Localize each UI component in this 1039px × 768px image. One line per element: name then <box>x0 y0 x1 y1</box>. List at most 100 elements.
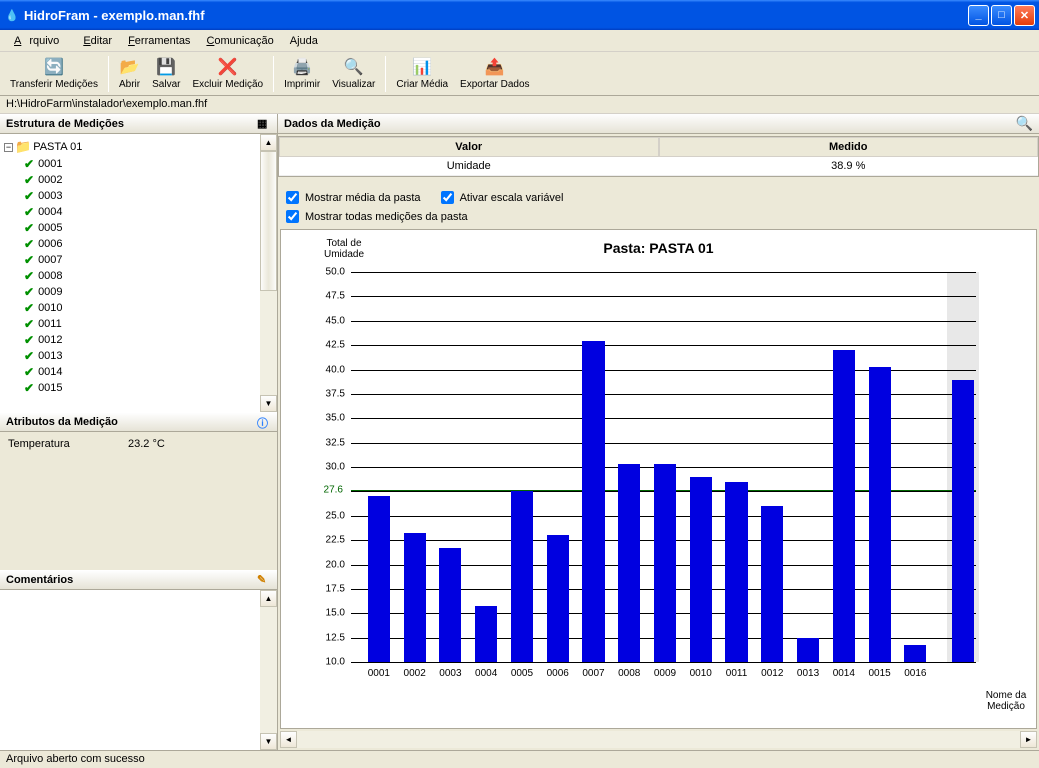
checkbox-media-input[interactable] <box>286 191 299 204</box>
tree-item[interactable]: ✔0004 <box>24 204 256 220</box>
tree-item[interactable]: ✔0002 <box>24 172 256 188</box>
info-icon[interactable]: ⓘ <box>257 415 271 429</box>
chart-bar <box>618 464 640 662</box>
delete-button[interactable]: ❌Excluir Medição <box>186 55 269 92</box>
tree-panel-header: Estrutura de Medições ▦ <box>0 114 277 134</box>
chart-bar <box>904 645 926 662</box>
ytick-label: 22.5 <box>326 535 345 546</box>
tree-item-label: 0002 <box>38 174 62 186</box>
print-button[interactable]: 🖨️Imprimir <box>278 55 326 92</box>
attr-val-temp: 23.2 °C <box>128 438 165 450</box>
xtick-label: 0015 <box>868 668 890 679</box>
export-button[interactable]: 📤Exportar Dados <box>454 55 535 92</box>
chart-bar-extra <box>952 380 974 662</box>
create-avg-button[interactable]: 📊Criar Média <box>390 55 454 92</box>
tree-item[interactable]: ✔0014 <box>24 364 256 380</box>
menu-editar[interactable]: Editar <box>75 33 120 49</box>
tree-root-label: PASTA 01 <box>33 141 82 153</box>
check-icon: ✔ <box>24 285 34 299</box>
tree-item[interactable]: ✔ 0011 <box>24 316 256 332</box>
scroll-right-button[interactable]: ► <box>1020 731 1037 748</box>
check-icon: ✔ <box>24 221 34 235</box>
tree-item[interactable]: ✔0015 <box>24 380 256 396</box>
toolbar-separator <box>385 56 386 92</box>
check-icon: ✔ <box>24 349 34 363</box>
tree-item-label: 0011 <box>38 318 62 330</box>
scroll-down-button[interactable]: ▼ <box>260 733 277 750</box>
save-icon: 💾 <box>156 57 176 77</box>
tree-item[interactable]: ✔0005 <box>24 220 256 236</box>
tree-item[interactable]: ✔0009 <box>24 284 256 300</box>
ytick-label: 42.5 <box>326 340 345 351</box>
check-icon: ✔ <box>24 317 34 331</box>
chart-bar <box>690 477 712 662</box>
checkbox-todas-input[interactable] <box>286 210 299 223</box>
chart: Pasta: PASTA 01 Total de Umidade Nome da… <box>280 229 1037 729</box>
tree-item[interactable]: ✔0010 <box>24 300 256 316</box>
ytick-label: 50.0 <box>326 267 345 278</box>
ytick-label: 47.5 <box>326 291 345 302</box>
avg-label: 27.6 <box>322 485 345 496</box>
scroll-left-button[interactable]: ◄ <box>280 731 297 748</box>
chart-bar <box>547 535 569 662</box>
comments-text[interactable] <box>0 590 260 750</box>
grid-line <box>351 272 976 273</box>
statusbar: Arquivo aberto com sucesso <box>0 750 1039 768</box>
save-button[interactable]: 💾Salvar <box>146 55 186 92</box>
check-icon: ✔ <box>24 189 34 203</box>
tree-view[interactable]: − 📁 PASTA 01 ✔0001✔0002✔0003✔0004✔0005✔0… <box>0 134 260 412</box>
open-button[interactable]: 📂Abrir <box>113 55 146 92</box>
tree-item[interactable]: ✔0006 <box>24 236 256 252</box>
tree-item[interactable]: ✔0012 <box>24 332 256 348</box>
app-icon: 💧 <box>4 7 20 23</box>
toolbar: 🔄Transferir Medições 📂Abrir 💾Salvar ❌Exc… <box>0 52 1039 96</box>
preview-button[interactable]: 🔍Visualizar <box>326 55 381 92</box>
scroll-track[interactable] <box>260 607 277 733</box>
menu-ajuda[interactable]: Ajuda <box>282 33 326 49</box>
checkbox-escala-input[interactable] <box>441 191 454 204</box>
menu-comunicacao[interactable]: Comunicação <box>198 33 281 49</box>
checkbox-media[interactable]: Mostrar média da pasta <box>286 191 421 204</box>
ytick-label: 15.0 <box>326 608 345 619</box>
tree-item[interactable]: ✔0007 <box>24 252 256 268</box>
xtick-label: 0008 <box>618 668 640 679</box>
ytick-label: 10.0 <box>326 657 345 668</box>
ytick-label: 35.0 <box>326 413 345 424</box>
xtick-label: 0016 <box>904 668 926 679</box>
table-row: Umidade 38.9 % <box>279 157 1038 176</box>
tree-item-label: 0007 <box>38 254 62 266</box>
tree-scrollbar[interactable]: ▲ ▼ <box>260 134 277 412</box>
menu-arquivo[interactable]: Arquivo <box>6 33 75 49</box>
magnify-icon[interactable]: 🔍 <box>1016 115 1033 132</box>
scroll-up-button[interactable]: ▲ <box>260 590 277 607</box>
menu-ferramentas[interactable]: Ferramentas <box>120 33 198 49</box>
transfer-button[interactable]: 🔄Transferir Medições <box>4 55 104 92</box>
minimize-button[interactable]: _ <box>968 5 989 26</box>
attr-panel-title: Atributos da Medição <box>6 416 118 428</box>
tree-item[interactable]: ✔0001 <box>24 156 256 172</box>
scroll-down-button[interactable]: ▼ <box>260 395 277 412</box>
grid-line <box>351 296 976 297</box>
scroll-track[interactable] <box>260 291 277 395</box>
open-icon: 📂 <box>120 57 140 77</box>
maximize-button[interactable]: □ <box>991 5 1012 26</box>
tree-item[interactable]: ✔0008 <box>24 268 256 284</box>
checkbox-todas[interactable]: Mostrar todas medições da pasta <box>286 210 1031 223</box>
xtick-label: 0009 <box>654 668 676 679</box>
comments-scrollbar[interactable]: ▲ ▼ <box>260 590 277 750</box>
tree-collapse-icon[interactable]: − <box>4 143 13 152</box>
check-icon: ✔ <box>24 157 34 171</box>
chart-hscrollbar[interactable]: ◄ ► <box>280 731 1037 748</box>
scroll-thumb[interactable] <box>260 151 277 291</box>
xtick-label: 0014 <box>833 668 855 679</box>
scroll-track-h[interactable] <box>297 731 1020 748</box>
tree-item[interactable]: ✔0013 <box>24 348 256 364</box>
xtick-label: 0010 <box>690 668 712 679</box>
tree-item[interactable]: ✔0003 <box>24 188 256 204</box>
scroll-up-button[interactable]: ▲ <box>260 134 277 151</box>
edit-icon[interactable]: ✎ <box>257 573 271 587</box>
checkbox-escala[interactable]: Ativar escala variável <box>441 191 564 204</box>
tree-root[interactable]: − 📁 PASTA 01 <box>4 138 256 156</box>
close-button[interactable]: ✕ <box>1014 5 1035 26</box>
tree-panel-options-icon[interactable]: ▦ <box>257 117 271 131</box>
